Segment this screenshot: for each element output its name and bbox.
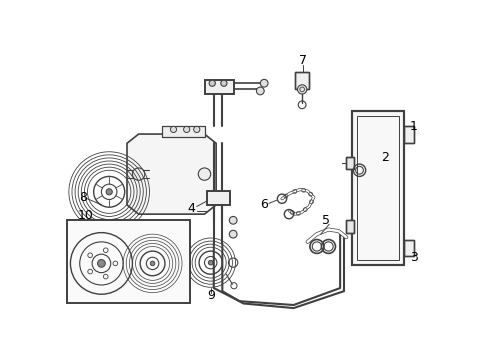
Bar — [346, 220, 353, 233]
Text: 1: 1 — [409, 120, 417, 133]
Text: 2: 2 — [380, 150, 388, 164]
Text: 6: 6 — [260, 198, 267, 211]
Text: 4: 4 — [187, 202, 195, 215]
Bar — [351, 111, 404, 265]
Circle shape — [193, 126, 200, 132]
Bar — [404, 126, 413, 143]
Circle shape — [132, 168, 144, 180]
Text: 10: 10 — [78, 209, 94, 222]
Bar — [346, 157, 353, 170]
Bar — [67, 220, 189, 303]
Bar — [206, 191, 230, 205]
Text: 7: 7 — [298, 54, 306, 67]
Bar — [356, 116, 398, 260]
Circle shape — [297, 85, 306, 94]
Circle shape — [229, 216, 237, 224]
Circle shape — [97, 260, 105, 267]
Bar — [67, 220, 189, 303]
Circle shape — [170, 126, 176, 132]
Circle shape — [209, 80, 215, 86]
Circle shape — [198, 168, 210, 180]
Circle shape — [256, 87, 264, 95]
Bar — [206, 191, 230, 205]
Circle shape — [208, 260, 213, 265]
Text: 5: 5 — [322, 214, 329, 227]
Bar — [404, 126, 413, 143]
Bar — [351, 111, 404, 265]
Circle shape — [220, 80, 226, 86]
Circle shape — [229, 230, 237, 238]
Bar — [295, 72, 308, 89]
Bar — [162, 126, 204, 137]
Bar — [295, 72, 308, 89]
Text: 8: 8 — [79, 191, 87, 204]
Bar — [204, 80, 233, 94]
Bar — [346, 220, 353, 233]
Bar — [404, 239, 413, 256]
Circle shape — [106, 189, 112, 195]
Bar — [162, 126, 204, 137]
Text: 3: 3 — [409, 251, 417, 264]
Bar — [204, 80, 233, 94]
Polygon shape — [127, 134, 216, 214]
Circle shape — [183, 126, 189, 132]
Text: 9: 9 — [206, 289, 214, 302]
Circle shape — [260, 80, 267, 87]
Bar — [346, 157, 353, 170]
Circle shape — [150, 261, 155, 266]
Bar — [404, 239, 413, 256]
